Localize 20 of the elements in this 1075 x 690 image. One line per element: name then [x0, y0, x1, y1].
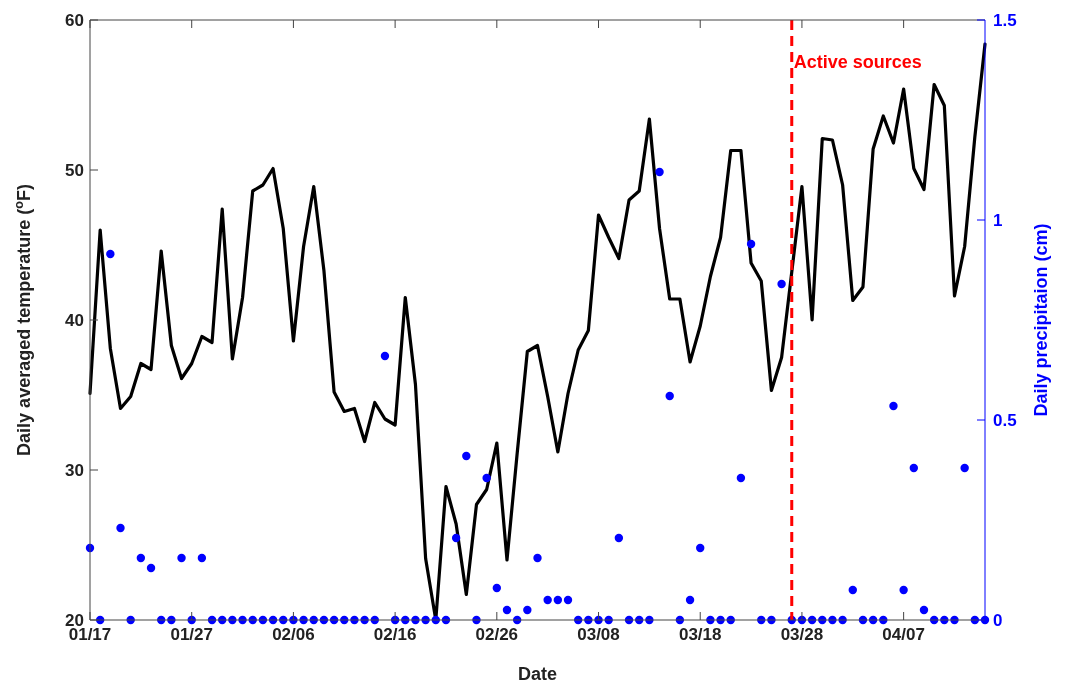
- x-tick-label: 02/06: [272, 625, 315, 644]
- y-tick-label: 60: [65, 11, 84, 30]
- y2-tick-label: 0.5: [993, 411, 1017, 430]
- y-tick-label: 50: [65, 161, 84, 180]
- y2-tick-label: 1: [993, 211, 1003, 230]
- y2-tick-label: 0: [993, 611, 1003, 630]
- y2-tick-label: 1.5: [993, 11, 1017, 30]
- x-tick-label: 02/26: [475, 625, 519, 644]
- x-tick-label: 01/17: [68, 625, 112, 644]
- x-tick-label: 03/08: [577, 625, 620, 644]
- x-tick-label: 04/07: [882, 625, 925, 644]
- x-tick-label: 01/27: [170, 625, 213, 644]
- y-tick-label: 30: [65, 461, 84, 480]
- y2-axis-title: Daily precipitaion (cm): [1031, 223, 1051, 417]
- y-tick-label: 40: [65, 311, 84, 330]
- x-tick-label: 03/28: [780, 625, 824, 644]
- ref-line-label: Active sources: [793, 52, 922, 72]
- x-axis-title: Date: [517, 664, 558, 684]
- x-tick-label: 03/18: [678, 625, 722, 644]
- x-tick-label: 02/16: [373, 625, 417, 644]
